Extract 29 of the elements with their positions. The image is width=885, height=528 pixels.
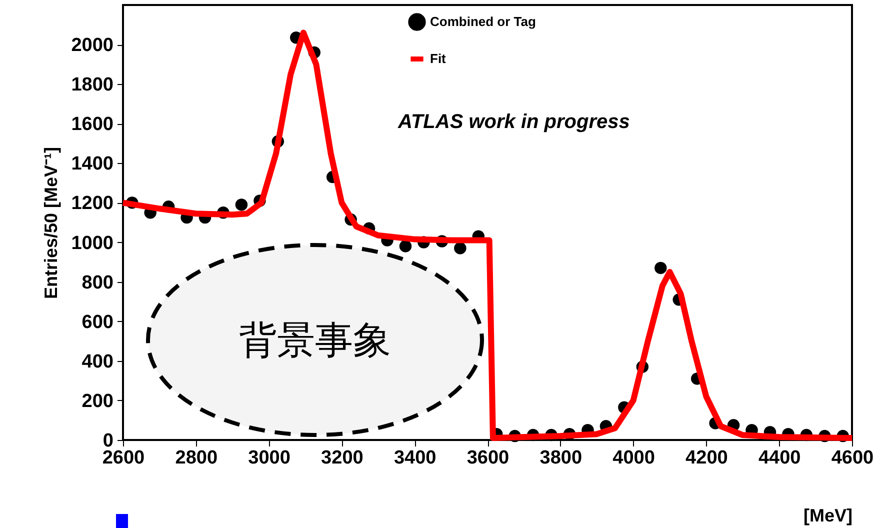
point [654,262,667,274]
x-tick-label: 3400 [394,448,436,468]
x-tick-label: 4200 [686,448,728,468]
point [235,198,248,211]
point [454,242,466,254]
x-axis-title: [MeV] [804,506,852,526]
x-tick-label: 4600 [831,448,874,468]
y-tick-label: 1400 [71,154,114,175]
point [399,240,412,252]
y-tick-label: 1600 [71,114,114,136]
y-tick-label: 1200 [71,193,114,214]
annotation: ATLAS work in progress [397,111,630,133]
legend-label: Combined or Tag [430,14,536,29]
x-tick-label: 4400 [758,448,801,468]
legend-label: Fit [430,51,447,66]
y-tick-label: 1800 [71,74,114,96]
y-tick-label: 200 [82,390,114,412]
y-tick-label: 400 [82,351,114,372]
y-tick-label: 600 [82,312,114,333]
x-tick-label: 2800 [175,448,218,468]
x-tick-label: 3600 [466,448,510,468]
x-tick-label: 4000 [612,448,655,468]
x-tick-label: 3000 [248,448,290,468]
y-axis-title: Entries/50 [MeV⁻¹] [41,146,62,300]
x-tick-label: 3800 [540,448,582,468]
y-tick-label: 1000 [71,232,114,254]
y-tick-label: 2000 [71,35,114,56]
x-tick-label: 3200 [321,448,364,468]
y-tick-label: 800 [82,272,114,294]
